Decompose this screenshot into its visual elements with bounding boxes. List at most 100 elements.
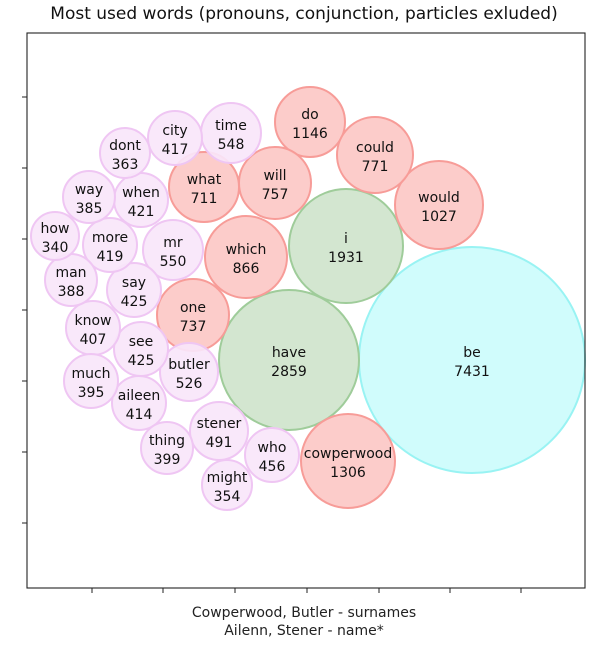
bubble-circle — [168, 151, 240, 223]
bubble-count: 771 — [362, 159, 389, 175]
bubble-one: one 737 — [156, 278, 230, 352]
bubble-word: when — [122, 185, 160, 201]
bubble-count: 1306 — [330, 465, 366, 481]
bubble-circle — [288, 188, 404, 304]
bubble-circle — [244, 427, 300, 483]
bubble-word: way — [75, 182, 103, 198]
chart-title: Most used words (pronouns, conjunction, … — [50, 4, 558, 24]
x-axis-label-line-1: Cowperwood, Butler - surnames — [191, 605, 417, 621]
axis-ticks — [22, 96, 522, 593]
bubble-count: 421 — [128, 204, 155, 220]
bubble-circle — [147, 110, 203, 166]
bubble-circle — [63, 353, 119, 409]
bubble-circle — [336, 116, 414, 194]
bubble-word: i — [344, 231, 348, 247]
bubble-word: aileen — [118, 388, 160, 404]
bubble-how: how 340 — [30, 211, 80, 261]
bubble-circle — [99, 127, 151, 179]
bubble-man: man 388 — [44, 253, 98, 307]
bubble-circle — [111, 375, 167, 431]
bubble-count: 385 — [76, 201, 103, 217]
bubble-circle — [82, 217, 138, 273]
bubble-word: more — [92, 230, 128, 246]
bubble-word: thing — [149, 433, 185, 449]
bubble-which: which 866 — [204, 215, 288, 299]
bubble-dont: dont 363 — [99, 127, 151, 179]
bubble-be: be 7431 — [358, 246, 586, 474]
bubble-cowperwood: cowperwood 1306 — [300, 413, 396, 509]
bubble-see: see 425 — [113, 321, 169, 377]
bubble-might: might 354 — [201, 459, 253, 511]
bubble-would: would 1027 — [394, 160, 484, 250]
bubble-word: dont — [109, 138, 141, 154]
bubble-count: 395 — [78, 385, 105, 401]
bubble-circle — [189, 401, 249, 461]
bubble-count: 491 — [206, 435, 233, 451]
bubble-word: would — [418, 190, 460, 206]
bubble-word: mr — [163, 235, 183, 251]
bubble-count: 407 — [80, 332, 107, 348]
bubble-word: cowperwood — [304, 446, 392, 462]
bubble-word: might — [207, 470, 248, 486]
bubble-have: have 2859 — [218, 289, 360, 431]
bubble-count: 737 — [180, 319, 207, 335]
bubble-count: 456 — [259, 459, 286, 475]
bubble-could: could 771 — [336, 116, 414, 194]
bubble-count: 1931 — [328, 250, 364, 266]
bubble-count: 354 — [214, 489, 241, 505]
bubble-word: do — [301, 107, 318, 123]
bubble-word: time — [215, 118, 247, 134]
bubble-circle — [218, 289, 360, 431]
bubble-circle — [201, 459, 253, 511]
bubble-count: 1027 — [421, 209, 457, 225]
bubble-word: which — [226, 242, 267, 258]
bubble-word: who — [258, 440, 287, 456]
bubble-word: be — [463, 345, 481, 361]
bubble-count: 414 — [126, 407, 153, 423]
bubble-count: 399 — [154, 452, 181, 468]
bubble-circle — [394, 160, 484, 250]
x-axis-label-line-2: Ailenn, Stener - name* — [224, 623, 384, 639]
bubble-word: will — [263, 168, 286, 184]
bubble-i: i 1931 — [288, 188, 404, 304]
bubble-count: 419 — [97, 249, 124, 265]
bubble-count: 7431 — [454, 364, 490, 380]
bubble-word: city — [162, 123, 187, 139]
bubble-word: see — [129, 334, 154, 350]
bubble-aileen: aileen 414 — [111, 375, 167, 431]
bubble-circle — [159, 342, 219, 402]
bubble-mr: mr 550 — [142, 219, 204, 281]
bubbles-layer: be 7431 have 2859 i 1931 cowperwood 1306 do 1146 w… — [30, 86, 586, 511]
bubble-count: 711 — [191, 191, 218, 207]
bubble-word: one — [180, 300, 206, 316]
bubble-butler: butler 526 — [159, 342, 219, 402]
bubble-much: much 395 — [63, 353, 119, 409]
bubble-who: who 456 — [244, 427, 300, 483]
bubble-when: when 421 — [113, 172, 169, 228]
bubble-word: have — [272, 345, 306, 361]
bubble-stener: stener 491 — [189, 401, 249, 461]
bubble-more: more 419 — [82, 217, 138, 273]
bubble-word: what — [187, 172, 222, 188]
bubble-count: 757 — [262, 187, 289, 203]
bubble-will: will 757 — [238, 146, 312, 220]
bubble-count: 340 — [42, 240, 69, 256]
bubble-count: 866 — [233, 261, 260, 277]
bubble-what: what 711 — [168, 151, 240, 223]
bubble-word: know — [75, 313, 112, 329]
bubble-word: how — [41, 221, 70, 237]
bubble-circle — [204, 215, 288, 299]
bubble-count: 550 — [160, 254, 187, 270]
bubble-count: 548 — [218, 137, 245, 153]
bubble-word: say — [122, 275, 146, 291]
bubble-circle — [140, 421, 194, 475]
bubble-circle — [142, 219, 204, 281]
bubble-word: could — [356, 140, 394, 156]
bubble-word: butler — [168, 357, 210, 373]
bubble-word: much — [71, 366, 110, 382]
x-axis-label: Cowperwood, Butler - surnames Ailenn, St… — [0, 604, 608, 640]
bubble-count: 363 — [112, 157, 139, 173]
bubble-city: city 417 — [147, 110, 203, 166]
bubble-circle — [62, 170, 116, 224]
